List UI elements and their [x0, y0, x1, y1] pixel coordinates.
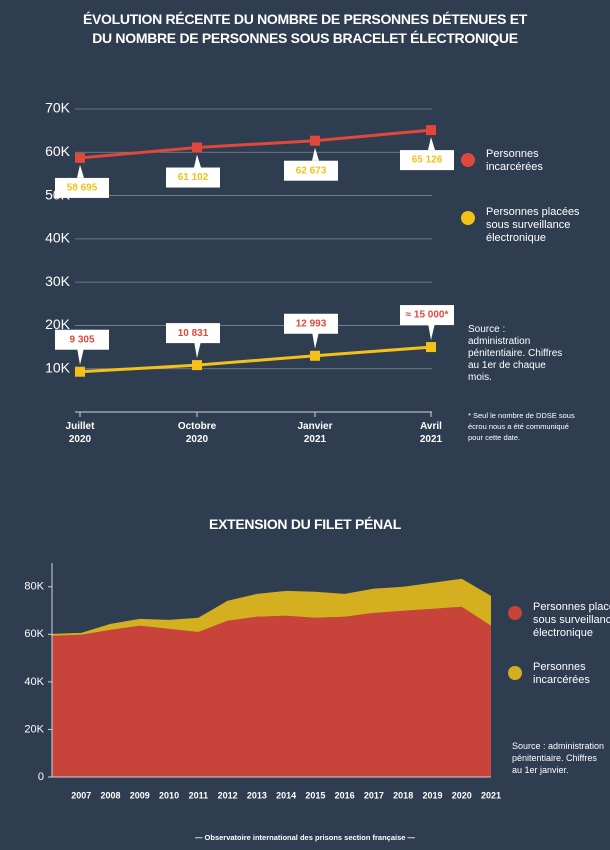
label-box — [400, 305, 454, 326]
label-box — [55, 329, 109, 350]
data-label: 12 993 — [296, 318, 327, 329]
data-label: 62 673 — [296, 165, 327, 176]
label-box — [166, 323, 220, 344]
label-box — [400, 150, 454, 171]
label-pointer — [312, 147, 319, 161]
legend-swatch — [461, 153, 475, 167]
marker — [310, 135, 320, 146]
footer: — Observatoire international des prisons… — [194, 833, 416, 842]
label-box — [284, 313, 338, 334]
marker — [75, 152, 85, 163]
marker — [426, 125, 436, 136]
x-tick-label: 2009 — [130, 790, 150, 800]
y-tick-label: 40K — [45, 230, 71, 246]
marker — [192, 360, 202, 371]
source: Source : administration pénitentiaire. C… — [512, 741, 605, 775]
label-box — [55, 177, 109, 198]
x-tick-label: Janvier 2021 — [297, 421, 333, 445]
source: Source : administration pénitentiaire. C… — [468, 324, 563, 383]
x-tick-label: 2018 — [393, 790, 413, 800]
marker — [310, 350, 320, 361]
label-box — [284, 160, 338, 181]
y-tick-label: 60K — [24, 628, 44, 640]
legend-swatch — [461, 211, 475, 225]
y-tick-label: 20K — [45, 316, 71, 332]
x-tick-label: 2021 — [481, 790, 501, 800]
data-label: 10 831 — [178, 328, 209, 339]
x-tick-label: 2017 — [364, 790, 384, 800]
x-tick-label: 2016 — [335, 790, 355, 800]
area — [52, 606, 491, 777]
label-pointer — [428, 323, 435, 341]
chart-title: ÉVOLUTION RÉCENTE DU NOMBRE DE PERSONNES… — [82, 11, 528, 46]
x-tick-label: Avril 2021 — [419, 421, 443, 445]
y-tick-label: 30K — [45, 273, 71, 289]
data-label: ≈ 15 000* — [406, 310, 449, 321]
legend-label: Personnes incarcérées — [533, 661, 590, 686]
x-tick-label: 2010 — [159, 790, 179, 800]
label-pointer — [194, 341, 201, 359]
y-tick-label: 70K — [45, 100, 71, 116]
legend-swatch — [508, 606, 522, 620]
y-tick-label: 60K — [45, 143, 71, 159]
y-tick-label: 0 — [38, 771, 44, 783]
label-pointer — [312, 331, 319, 349]
label-pointer — [77, 164, 84, 178]
y-tick-label: 20K — [24, 723, 44, 735]
marker — [75, 366, 85, 377]
x-tick-label: 2011 — [189, 790, 209, 800]
marker — [192, 142, 202, 153]
label-pointer — [194, 154, 201, 168]
area — [52, 578, 491, 636]
data-label: 61 102 — [178, 172, 209, 183]
label-pointer — [428, 137, 435, 151]
footnote: * Seul le nombre de DDSE sous écrou nous… — [468, 411, 575, 442]
legend-label: Personnes placées sous surveillance élec… — [486, 206, 580, 244]
data-label: 65 126 — [412, 155, 443, 166]
y-tick-label: 10K — [45, 359, 71, 375]
label-box — [166, 167, 220, 188]
legend-label: Personnes incarcérées — [486, 148, 543, 173]
legend-label: Personnes placées sous surveillance élec… — [533, 601, 610, 639]
chart-title: EXTENSION DU FILET PÉNAL — [209, 516, 401, 532]
x-tick-label: 2014 — [276, 790, 296, 800]
marker — [426, 342, 436, 353]
data-label: 58 695 — [67, 183, 98, 194]
x-tick-label: 2012 — [218, 790, 238, 800]
x-tick-label: Octobre 2020 — [177, 421, 217, 445]
x-tick-label: 2015 — [305, 790, 325, 800]
x-tick-label: 2008 — [101, 790, 121, 800]
label-pointer — [77, 347, 84, 365]
x-tick-label: 2013 — [247, 790, 267, 800]
line — [79, 128, 432, 160]
x-tick-label: 2020 — [452, 790, 472, 800]
x-tick-label: Juillet 2020 — [65, 421, 95, 445]
legend-swatch — [508, 666, 522, 680]
line — [79, 345, 432, 374]
x-tick-label: 2007 — [71, 790, 91, 800]
y-tick-label: 40K — [24, 676, 44, 688]
x-tick-label: 2019 — [422, 790, 442, 800]
data-label: 9 305 — [69, 334, 94, 345]
y-tick-label: 80K — [24, 581, 44, 593]
